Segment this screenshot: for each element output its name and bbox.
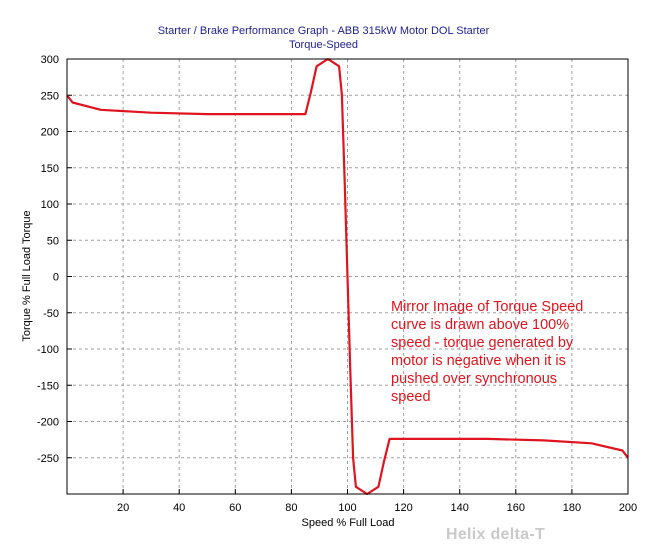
- x-tick-label: 40: [173, 502, 185, 514]
- y-tick-label: 150: [41, 163, 59, 175]
- y-tick-label: 0: [53, 272, 59, 284]
- x-tick-label: 60: [229, 502, 241, 514]
- x-tick-labels: 20 40 60 80 100 120 140 160 180 200: [117, 502, 637, 514]
- y-tick-label: -250: [37, 453, 59, 465]
- annotation-text: Mirror Image of Torque Speed curve is dr…: [391, 299, 584, 405]
- y-tick-label: 100: [41, 199, 59, 211]
- y-tick-label: -50: [43, 308, 59, 320]
- y-tick-label: -150: [37, 380, 59, 392]
- y-tick-label: 200: [41, 127, 59, 139]
- x-tick-label: 20: [117, 502, 129, 514]
- y-axis-title: Torque % Full Load Torque: [21, 210, 33, 341]
- chart-subtitle: Torque-Speed: [288, 39, 359, 51]
- y-tick-label: 250: [41, 90, 59, 102]
- x-axis-title: Speed % Full Load: [302, 517, 395, 529]
- y-tick-label: 300: [41, 54, 59, 66]
- grid: [67, 59, 628, 494]
- watermark-logo: Helix delta-T: [446, 526, 546, 543]
- x-tick-label: 180: [563, 502, 581, 514]
- x-tick-label: 200: [619, 502, 637, 514]
- x-tick-label: 100: [338, 502, 356, 514]
- x-tick-label: 120: [394, 502, 412, 514]
- y-tick-label: -100: [37, 344, 59, 356]
- x-tick-label: 160: [507, 502, 525, 514]
- plot-border: [66, 58, 629, 495]
- x-tick-label: 80: [285, 502, 297, 514]
- y-tick-labels: 300 250 200 150 100 50 0 -50 -100 -150 -200 -250: [37, 54, 59, 465]
- x-tick-label: 140: [451, 502, 469, 514]
- torque-speed-line: [66, 57, 629, 496]
- y-tick-label: 50: [47, 235, 59, 247]
- chart-title: Starter / Brake Performance Graph - ABB …: [157, 25, 490, 37]
- y-tick-label: -200: [37, 417, 59, 429]
